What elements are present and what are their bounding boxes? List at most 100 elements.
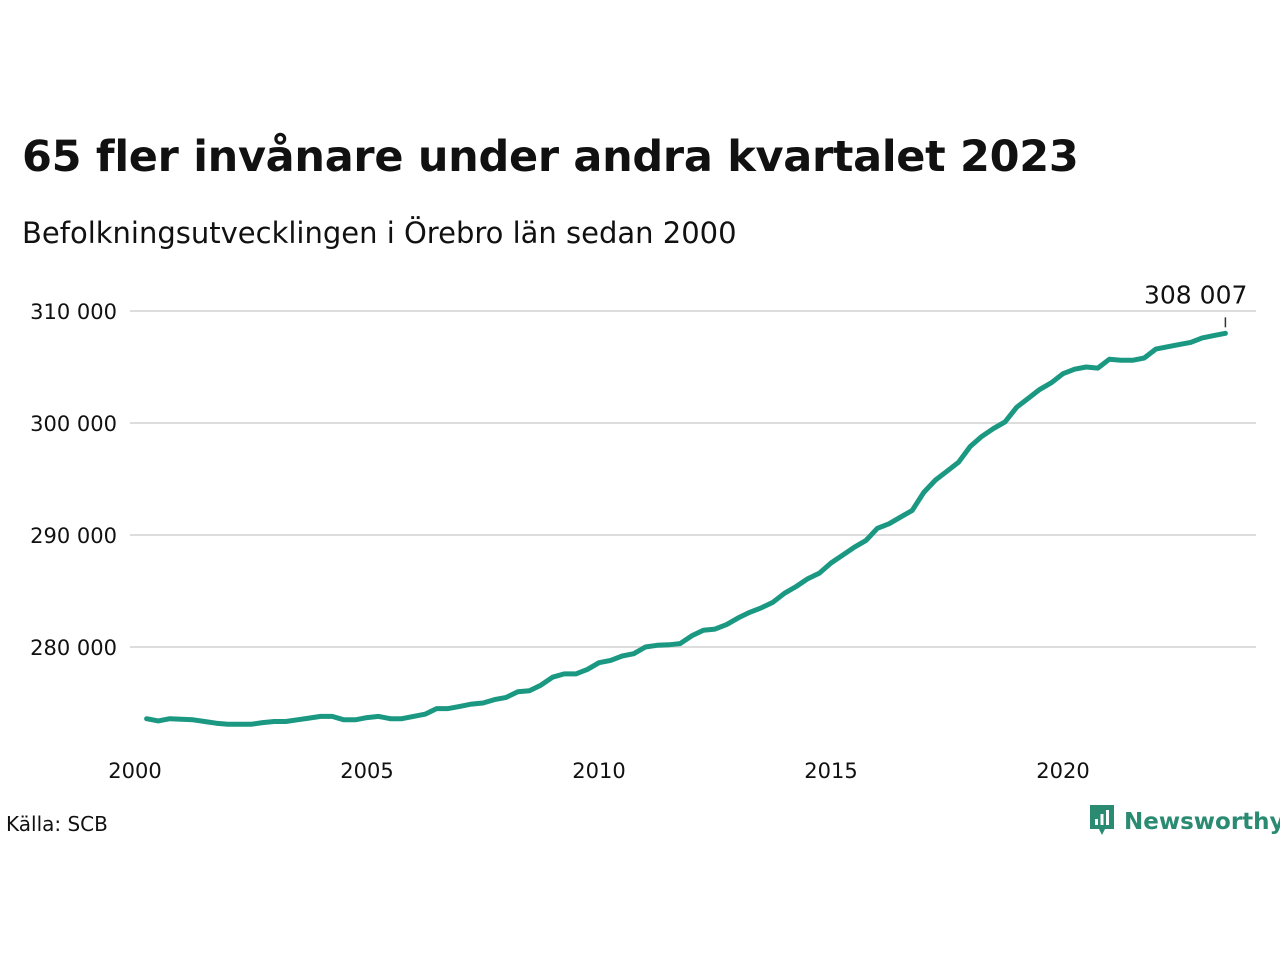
- data-point: [967, 444, 973, 450]
- brand-name: Newsworthy: [1124, 809, 1280, 835]
- data-point: [1130, 357, 1136, 363]
- data-point: [538, 682, 544, 688]
- data-point: [1060, 371, 1066, 377]
- y-tick-label: 290 000: [30, 524, 117, 548]
- x-tick-label: 2000: [108, 759, 161, 783]
- end-value-label: 308 007: [1144, 280, 1247, 309]
- data-point: [863, 538, 869, 544]
- data-point: [190, 717, 196, 723]
- data-point: [1118, 357, 1124, 363]
- data-point: [828, 560, 834, 566]
- data-point: [515, 689, 521, 695]
- series-line: [144, 330, 1228, 727]
- chart-subtitle: Befolkningsutvecklingen i Örebro län sed…: [22, 216, 737, 250]
- data-point: [712, 626, 718, 632]
- data-point: [399, 716, 405, 722]
- data-point: [480, 700, 486, 706]
- data-point: [1199, 335, 1205, 341]
- data-point: [225, 721, 231, 727]
- y-axis: 280 000 290 000 300 000 310 000: [30, 300, 117, 660]
- data-point: [596, 660, 602, 666]
- data-point: [167, 716, 173, 722]
- x-tick-label: 2005: [340, 759, 393, 783]
- data-point: [642, 644, 648, 650]
- data-point: [758, 605, 764, 611]
- data-point: [1083, 364, 1089, 370]
- data-point: [1048, 380, 1054, 386]
- newsworthy-logo-icon: [1088, 803, 1116, 841]
- data-point: [561, 671, 567, 677]
- data-point: [178, 716, 184, 722]
- data-point: [1222, 330, 1228, 336]
- data-point: [352, 717, 358, 723]
- data-point: [1025, 395, 1031, 401]
- data-point: [782, 590, 788, 596]
- data-point: [909, 507, 915, 513]
- data-point: [793, 584, 799, 590]
- data-point: [770, 599, 776, 605]
- data-point: [944, 468, 950, 474]
- x-tick-label: 2015: [804, 759, 857, 783]
- data-point: [816, 570, 822, 576]
- data-point: [1072, 366, 1078, 372]
- data-point: [956, 459, 962, 465]
- data-point: [979, 433, 985, 439]
- data-point: [735, 615, 741, 621]
- data-point: [341, 717, 347, 723]
- data-point: [932, 477, 938, 483]
- data-point: [886, 521, 892, 527]
- data-point: [1014, 404, 1020, 410]
- data-point: [283, 718, 289, 724]
- data-point: [1188, 339, 1194, 345]
- data-point: [260, 720, 266, 726]
- x-axis: 2000 2005 2010 2015 2020: [108, 759, 1089, 783]
- grid-lines: [130, 310, 1256, 648]
- data-point: [387, 716, 393, 722]
- series-population: [144, 330, 1228, 727]
- data-point: [689, 633, 695, 639]
- data-point: [573, 671, 579, 677]
- data-point: [445, 706, 451, 712]
- data-point: [550, 674, 556, 680]
- data-point: [376, 713, 382, 719]
- data-point: [700, 627, 706, 633]
- data-point: [503, 694, 509, 700]
- data-point: [271, 718, 277, 724]
- data-point: [724, 622, 730, 628]
- y-tick-label: 310 000: [30, 300, 117, 324]
- x-tick-label: 2010: [572, 759, 625, 783]
- data-point: [526, 688, 532, 694]
- data-point: [851, 544, 857, 550]
- data-point: [990, 426, 996, 432]
- data-point: [202, 718, 208, 724]
- data-point: [1153, 346, 1159, 352]
- data-point: [329, 713, 335, 719]
- data-point: [248, 721, 254, 727]
- y-tick-label: 300 000: [30, 412, 117, 436]
- data-point: [306, 715, 312, 721]
- data-point: [840, 552, 846, 558]
- data-point: [1164, 344, 1170, 350]
- data-point: [213, 720, 219, 726]
- data-point: [144, 716, 150, 722]
- data-point: [457, 703, 463, 709]
- y-tick-label: 280 000: [30, 636, 117, 660]
- data-point: [1141, 355, 1147, 361]
- data-point: [468, 701, 474, 707]
- source-note: Källa: SCB: [6, 812, 108, 836]
- data-point: [1106, 356, 1112, 362]
- data-point: [677, 641, 683, 647]
- data-point: [155, 718, 161, 724]
- data-point: [1176, 342, 1182, 348]
- data-point: [492, 697, 498, 703]
- data-point: [608, 657, 614, 663]
- data-point: [422, 711, 428, 717]
- data-point: [294, 717, 300, 723]
- data-point: [236, 721, 242, 727]
- data-point: [631, 651, 637, 657]
- end-annotation: 308 007: [1144, 280, 1247, 328]
- data-point: [1037, 386, 1043, 392]
- data-point: [1095, 365, 1101, 371]
- data-point: [619, 653, 625, 659]
- brand[interactable]: Newsworthy: [1088, 804, 1280, 840]
